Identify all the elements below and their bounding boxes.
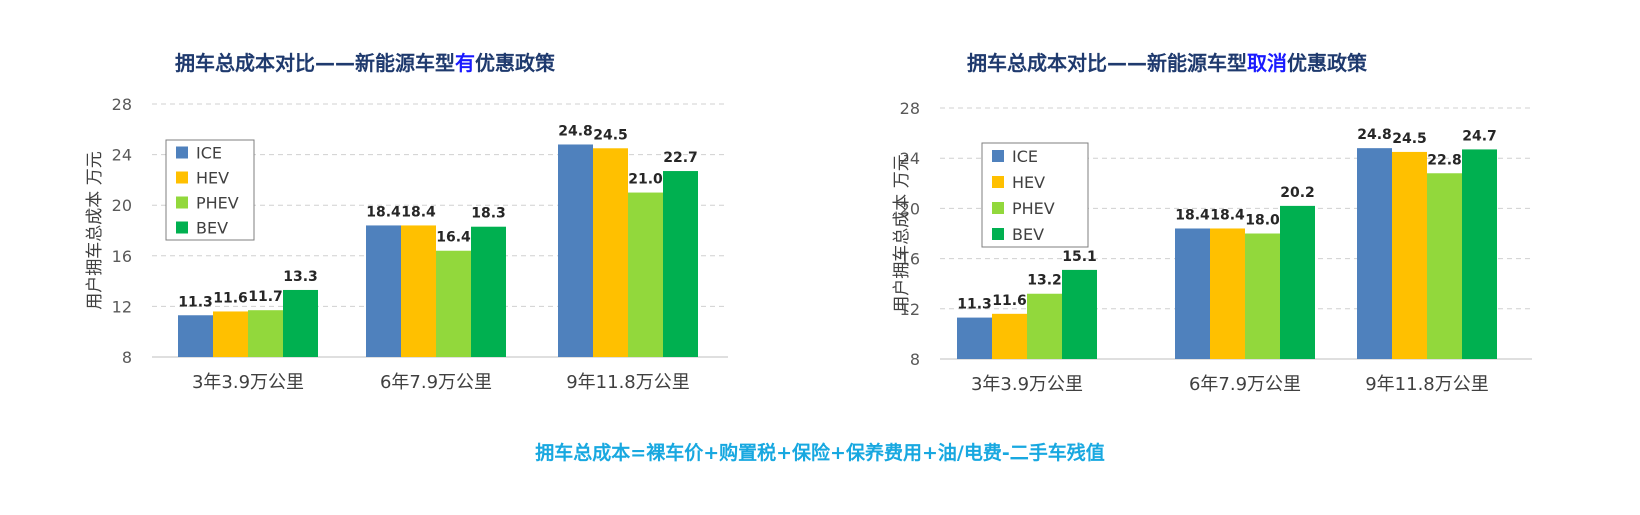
data-label: 21.0 (628, 172, 663, 188)
data-label: 24.8 (1357, 127, 1392, 143)
category-label: 6年7.9万公里 (1189, 374, 1301, 395)
y-tick-label: 20 (112, 196, 132, 215)
chart-2: 拥车总成本对比——新能源车型取消优惠政策 8 12 16 20 24 28 用户拥车总成本 万… (892, 51, 1532, 395)
data-label: 24.5 (1392, 131, 1427, 147)
data-label: 18.4 (366, 204, 401, 220)
bar-phev (248, 310, 283, 357)
data-label: 16.4 (436, 230, 471, 246)
data-label: 24.7 (1462, 128, 1497, 144)
data-label: 11.6 (213, 290, 248, 306)
y-tick-label: 8 (122, 348, 132, 367)
bar-bev (1280, 205, 1315, 359)
legend-swatch (992, 176, 1004, 188)
data-label: 11.7 (248, 289, 283, 305)
data-label: 11.3 (957, 297, 992, 313)
data-label: 18.4 (1175, 207, 1210, 223)
bar-hev (401, 225, 436, 357)
title-part: 拥车总成本对比——新能源车型 (175, 51, 455, 75)
tco-formula-note: 拥车总成本=裸车价+购置税+保险+保养费用+油/电费-二手车残值 (535, 442, 1105, 464)
bar-bev (1062, 269, 1097, 359)
title-part: 优惠政策 (1287, 51, 1368, 75)
legend-swatch (176, 146, 188, 159)
legend-swatch (176, 221, 188, 234)
bar-ice (366, 225, 401, 357)
data-label: 13.2 (1027, 273, 1062, 289)
category-label: 3年3.9万公里 (192, 372, 304, 393)
bar-ice (1175, 228, 1210, 359)
bar-ice (558, 144, 593, 357)
legend-swatch (992, 228, 1004, 240)
bar-phev (628, 192, 663, 357)
y-tick-label: 28 (112, 95, 132, 114)
bar-bev (1462, 149, 1497, 359)
bar-bev (283, 289, 318, 357)
legend-entry: PHEV (196, 194, 239, 213)
y-axis-label: 用户拥车总成本 万元 (85, 151, 105, 309)
bar-phev (1427, 173, 1462, 359)
legend-swatch (992, 150, 1004, 162)
title-part: 拥车总成本对比——新能源车型 (967, 51, 1247, 75)
legend-entry: HEV (196, 169, 229, 188)
y-tick-label: 8 (910, 350, 920, 369)
legend-entry: ICE (196, 144, 222, 163)
category-label: 9年11.8万公里 (566, 372, 690, 393)
bar-hev (992, 313, 1027, 359)
data-label: 22.8 (1427, 152, 1462, 168)
data-label: 15.1 (1062, 249, 1097, 265)
y-tick-label: 28 (900, 99, 920, 118)
data-label: 18.0 (1245, 213, 1280, 229)
bar-hev (1392, 151, 1427, 359)
legend: ICE HEV PHEV BEV (981, 142, 1089, 248)
chart-title: 拥车总成本对比——新能源车型有优惠政策 (175, 51, 556, 75)
y-tick-label: 16 (900, 250, 920, 269)
bar-hev (593, 148, 628, 357)
bar-ice (1357, 148, 1392, 359)
legend: ICE HEV PHEV BEV (165, 139, 255, 241)
legend-entry: PHEV (1012, 199, 1055, 218)
data-label: 18.4 (401, 204, 436, 220)
y-tick-label: 16 (112, 247, 132, 266)
title-part: 优惠政策 (475, 51, 556, 75)
bar-bev (471, 226, 506, 357)
category-label: 9年11.8万公里 (1365, 374, 1489, 395)
data-label: 18.4 (1210, 207, 1245, 223)
category-label: 6年7.9万公里 (380, 372, 492, 393)
y-tick-label: 20 (900, 199, 920, 218)
y-tick-label: 12 (112, 297, 132, 316)
category-label: 3年3.9万公里 (971, 374, 1083, 395)
data-label: 18.3 (471, 206, 506, 222)
legend-swatch (176, 196, 188, 209)
legend-entry: BEV (196, 219, 228, 238)
legend-swatch (992, 202, 1004, 214)
y-tick-label: 12 (900, 300, 920, 319)
legend-entry: ICE (1012, 147, 1038, 166)
title-emphasis: 有 (455, 51, 475, 75)
bar-ice (178, 315, 213, 357)
y-axis-label: 用户拥车总成本 万元 (892, 154, 912, 312)
legend-entry: HEV (1012, 173, 1045, 192)
title-emphasis: 取消 (1247, 51, 1287, 75)
bar-hev (213, 311, 248, 357)
data-label: 20.2 (1280, 185, 1315, 201)
data-label: 24.8 (558, 123, 593, 139)
chart-title: 拥车总成本对比——新能源车型取消优惠政策 (967, 51, 1368, 75)
legend-swatch (176, 171, 188, 184)
bar-bev (663, 171, 698, 357)
bar-phev (1027, 293, 1062, 359)
y-tick-label: 24 (900, 149, 920, 168)
bar-ice (957, 317, 992, 359)
legend-entry: BEV (1012, 225, 1044, 244)
data-label: 24.5 (593, 127, 628, 143)
chart-1: 拥车总成本对比——新能源车型有优惠政策 8 12 16 20 24 28 用户拥车总成本 万元… (85, 51, 728, 393)
bar-phev (436, 250, 471, 357)
data-label: 11.6 (992, 293, 1027, 309)
data-label: 22.7 (663, 150, 698, 166)
y-tick-label: 24 (112, 146, 132, 165)
data-label: 13.3 (283, 269, 318, 285)
data-label: 11.3 (178, 294, 213, 310)
bar-phev (1245, 233, 1280, 359)
bar-hev (1210, 228, 1245, 359)
